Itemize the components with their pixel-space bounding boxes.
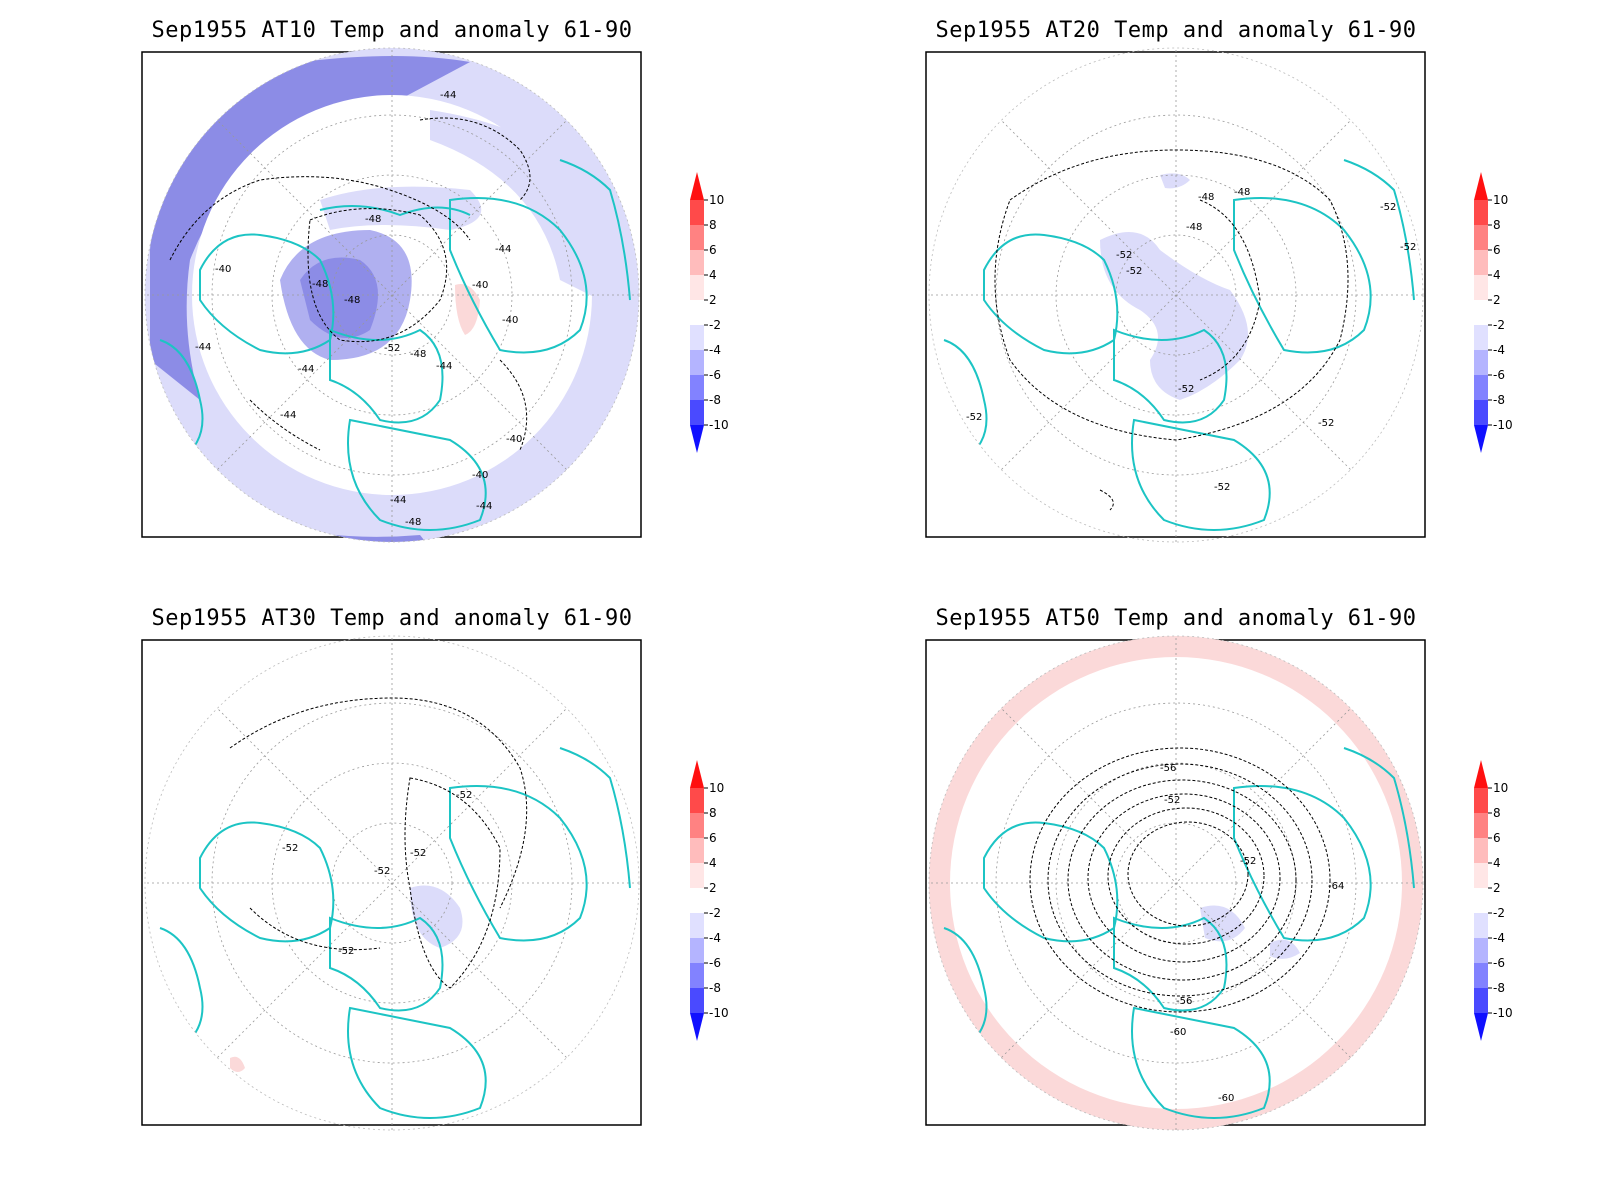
- contour-label: -56: [1176, 996, 1192, 1007]
- contour-label: -56: [1160, 763, 1176, 774]
- contour-labels: -44 -48 -40 -44 -48 -48 -52 -48 -44 -40 …: [195, 90, 522, 528]
- contour-label: -52: [410, 848, 426, 859]
- contour-label: -44: [440, 90, 456, 101]
- contour-label: -64: [1328, 881, 1344, 892]
- panel-at20: Sep1955 AT20 Temp and anomaly 61-90: [0, 0, 1600, 580]
- contour-label: -44: [495, 244, 511, 255]
- panel-title: Sep1955 AT10 Temp and anomaly 61-90: [151, 18, 633, 43]
- contour-label: -40: [506, 434, 522, 445]
- panel-title: Sep1955 AT30 Temp and anomaly 61-90: [151, 606, 633, 631]
- contour-label: -44: [476, 501, 492, 512]
- contour-label: -48: [344, 295, 360, 306]
- contour-label: -44: [195, 342, 211, 353]
- contour-label: -48: [405, 517, 421, 528]
- map-at50: -56 -52 -52 -64 -56 -60 -60: [925, 635, 1426, 1131]
- contours: [169, 117, 531, 451]
- panel-at50: Sep1955 AT50 Temp and anomaly 61-90: [0, 588, 1600, 1188]
- coastlines: [159, 159, 631, 531]
- contour-label: -40: [472, 280, 488, 291]
- contour-label: -44: [280, 410, 296, 421]
- contour-label: -48: [1198, 192, 1214, 203]
- contour-label: -40: [472, 470, 488, 481]
- map-at20: -48 -48 -48 -52 -52 -52 -52 -52 -52 -52 …: [925, 47, 1426, 543]
- contour-label: -52: [1126, 266, 1142, 277]
- panel-title: Sep1955 AT20 Temp and anomaly 61-90: [935, 18, 1417, 43]
- contour-label: -44: [390, 495, 406, 506]
- contour-label: -52: [338, 946, 354, 957]
- contour-label: -52: [1214, 482, 1230, 493]
- contour-label: -44: [298, 364, 314, 375]
- contour-label: -48: [1234, 187, 1250, 198]
- contour-label: -60: [1218, 1093, 1234, 1104]
- contour-label: -52: [384, 343, 400, 354]
- contour-label: -48: [410, 349, 426, 360]
- contour-label: -52: [1400, 242, 1416, 253]
- contour-label: -52: [1116, 250, 1132, 261]
- map-at10: -44 -48 -40 -44 -48 -48 -52 -48 -44 -40 …: [141, 47, 642, 543]
- contour-label: -52: [1164, 795, 1180, 806]
- graticule: [145, 48, 639, 542]
- contour-label: -52: [1240, 856, 1256, 867]
- contour-label: -40: [502, 315, 518, 326]
- map-at30: -52 -52 -52 -52 -52: [141, 635, 642, 1131]
- contour-label: -52: [1178, 384, 1194, 395]
- contour-label: -52: [966, 412, 982, 423]
- contour-label: -52: [1380, 202, 1396, 213]
- contour-label: -52: [456, 790, 472, 801]
- contour-label: -52: [374, 866, 390, 877]
- contour-label: -48: [312, 279, 328, 290]
- contour-label: -48: [365, 214, 381, 225]
- panel-title: Sep1955 AT50 Temp and anomaly 61-90: [935, 606, 1417, 631]
- contour-label: -40: [215, 264, 231, 275]
- contour-label: -52: [282, 843, 298, 854]
- contour-label: -48: [1186, 222, 1202, 233]
- contour-label: -44: [436, 361, 452, 372]
- contour-label: -52: [1318, 418, 1334, 429]
- panel-at30: Sep1955 AT30 Temp and anomaly 61-90: [0, 588, 800, 1188]
- contour-label: -60: [1170, 1027, 1186, 1038]
- panel-at10: Sep1955 AT10 Temp and anomaly 61-90: [0, 0, 800, 580]
